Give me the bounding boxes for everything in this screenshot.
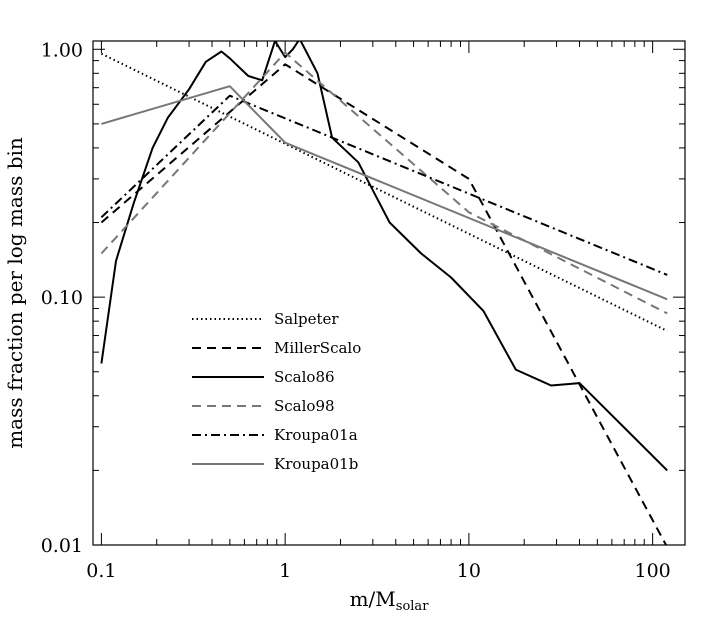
x-tick-label: 100 <box>635 560 671 582</box>
y-tick-label: 1.00 <box>41 39 83 61</box>
y-tick-label: 0.01 <box>41 535 83 557</box>
x-tick-label: 0.1 <box>86 560 116 582</box>
series-lines <box>100 41 668 545</box>
x-tick-labels: 0.1 1 10 100 <box>86 560 670 582</box>
series-line-scalo98 <box>100 51 668 315</box>
legend: Salpeter MillerScalo Scalo86 Scalo98 Kroupa0… <box>192 310 361 473</box>
legend-label-kroupa01a: Kroupa01a <box>274 426 358 444</box>
series-line-kroupa01a <box>100 94 668 276</box>
legend-label-kroupa01b: Kroupa01b <box>274 455 358 473</box>
y-axis-title: mass fraction per log mass bin <box>3 137 27 449</box>
series-line-salpeter <box>100 52 668 332</box>
tick-marks <box>92 41 685 546</box>
series-line-scalo86 <box>100 41 668 472</box>
x-axis-title-subscript: solar <box>396 599 429 614</box>
series-line-millerscalo <box>100 63 668 545</box>
series-line-kroupa01b <box>101 85 668 301</box>
legend-label-millerscalo: MillerScalo <box>274 339 361 357</box>
plot-frame <box>92 40 686 546</box>
y-tick-labels: 0.01 0.10 1.00 <box>41 39 83 557</box>
x-axis-title-main: m/M <box>350 587 396 611</box>
x-tick-label: 1 <box>279 560 291 582</box>
x-axis-title: m/Msolar <box>350 587 430 614</box>
legend-label-salpeter: Salpeter <box>274 310 339 328</box>
y-tick-label: 0.10 <box>41 287 83 309</box>
legend-label-scalo98: Scalo98 <box>274 397 335 415</box>
legend-label-scalo86: Scalo86 <box>274 368 335 386</box>
x-tick-label: 10 <box>457 560 481 582</box>
